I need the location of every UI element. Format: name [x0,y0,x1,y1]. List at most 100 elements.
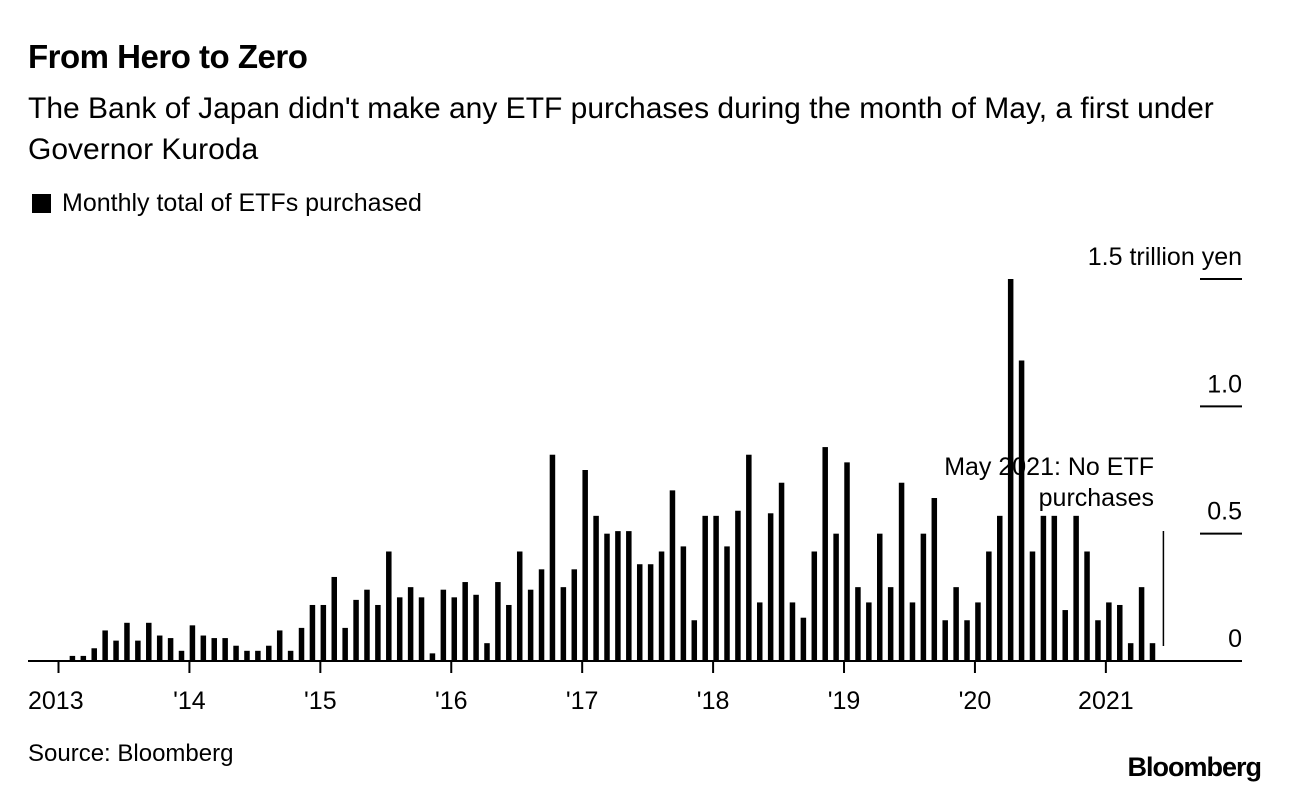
bar [1138,587,1145,661]
bar [113,640,119,661]
bar [931,498,938,661]
bar [506,604,512,661]
x-tick-label: '20 [959,687,992,715]
bar [680,546,687,661]
bloomberg-logo: Bloomberg [1127,752,1262,782]
bar [866,602,872,661]
bar [91,648,97,661]
bar [997,515,1003,661]
bar [789,602,796,661]
bar [604,533,610,661]
bar [342,627,348,661]
bar [549,454,556,661]
chart-title: From Hero to Zero [28,38,308,75]
bar [658,551,665,661]
bar [451,597,458,661]
bar [484,643,490,661]
bar [211,638,217,661]
bar [1062,610,1068,661]
bar [287,650,294,661]
bar [1051,515,1058,661]
bar [615,531,621,661]
bar [353,599,359,661]
bar [386,551,392,661]
bar [538,569,545,661]
bar [986,551,992,661]
bar [516,551,523,661]
bar [407,587,414,661]
bar [473,594,479,661]
bar [309,604,316,661]
bar [1007,279,1014,661]
bar [1073,515,1079,661]
bar [1029,551,1036,661]
bar [822,447,828,661]
bar [778,482,785,661]
bar [244,650,250,661]
bar [636,564,643,661]
bar [898,482,905,661]
bar [964,620,970,661]
bar [375,604,381,661]
bar [1018,360,1025,661]
y-tick-label: 0 [1228,625,1242,653]
bar [462,582,468,661]
y-tick-label: 1.0 [1207,370,1242,398]
bar [1084,551,1090,661]
bar [593,515,599,661]
bar [571,569,578,661]
bar [975,602,981,661]
bar [702,515,708,661]
bar [1127,643,1134,661]
bar [418,597,425,661]
bar [222,638,228,661]
x-tick-label: '15 [304,687,337,715]
bar [724,546,730,661]
bar [855,587,861,661]
bar [626,531,632,661]
legend-label: Monthly total of ETFs purchased [62,189,422,217]
bar [124,622,130,661]
bar [255,650,261,661]
bar [1106,602,1112,661]
bar [167,638,174,661]
legend-swatch [32,194,51,213]
bar [582,470,588,661]
bar [156,635,163,661]
bar [735,510,741,661]
x-tick-label: 2013 [28,687,84,715]
bar [1095,620,1101,661]
bar [811,551,818,661]
bar [1149,643,1156,661]
x-tick-label: '16 [435,687,468,715]
bar [560,587,567,661]
bar [887,587,894,661]
bar [877,533,883,661]
bar [189,625,196,661]
bar [276,630,283,661]
chart-subtitle: The Bank of Japan didn't make any ETF pu… [28,92,1214,166]
bar [669,490,676,661]
bar [102,630,108,661]
bar [178,650,185,661]
x-tick-label: '14 [173,687,206,715]
bar [69,655,76,661]
bar [200,635,207,661]
y-tick-label: 0.5 [1207,498,1242,526]
x-tick-label: '19 [828,687,861,715]
bar [1040,515,1047,661]
bar [942,620,948,661]
bar [80,655,87,661]
annotation-text-line2: purchases [1039,484,1154,512]
annotation-text-line1: May 2021: No ETF [944,453,1154,481]
bar [800,617,807,661]
bar [320,604,327,661]
bar [135,640,141,661]
bar [364,589,370,661]
bar [909,602,916,661]
x-tick-label: 2021 [1078,687,1134,715]
bar [429,653,436,661]
bar [331,576,337,661]
bar [844,462,850,661]
